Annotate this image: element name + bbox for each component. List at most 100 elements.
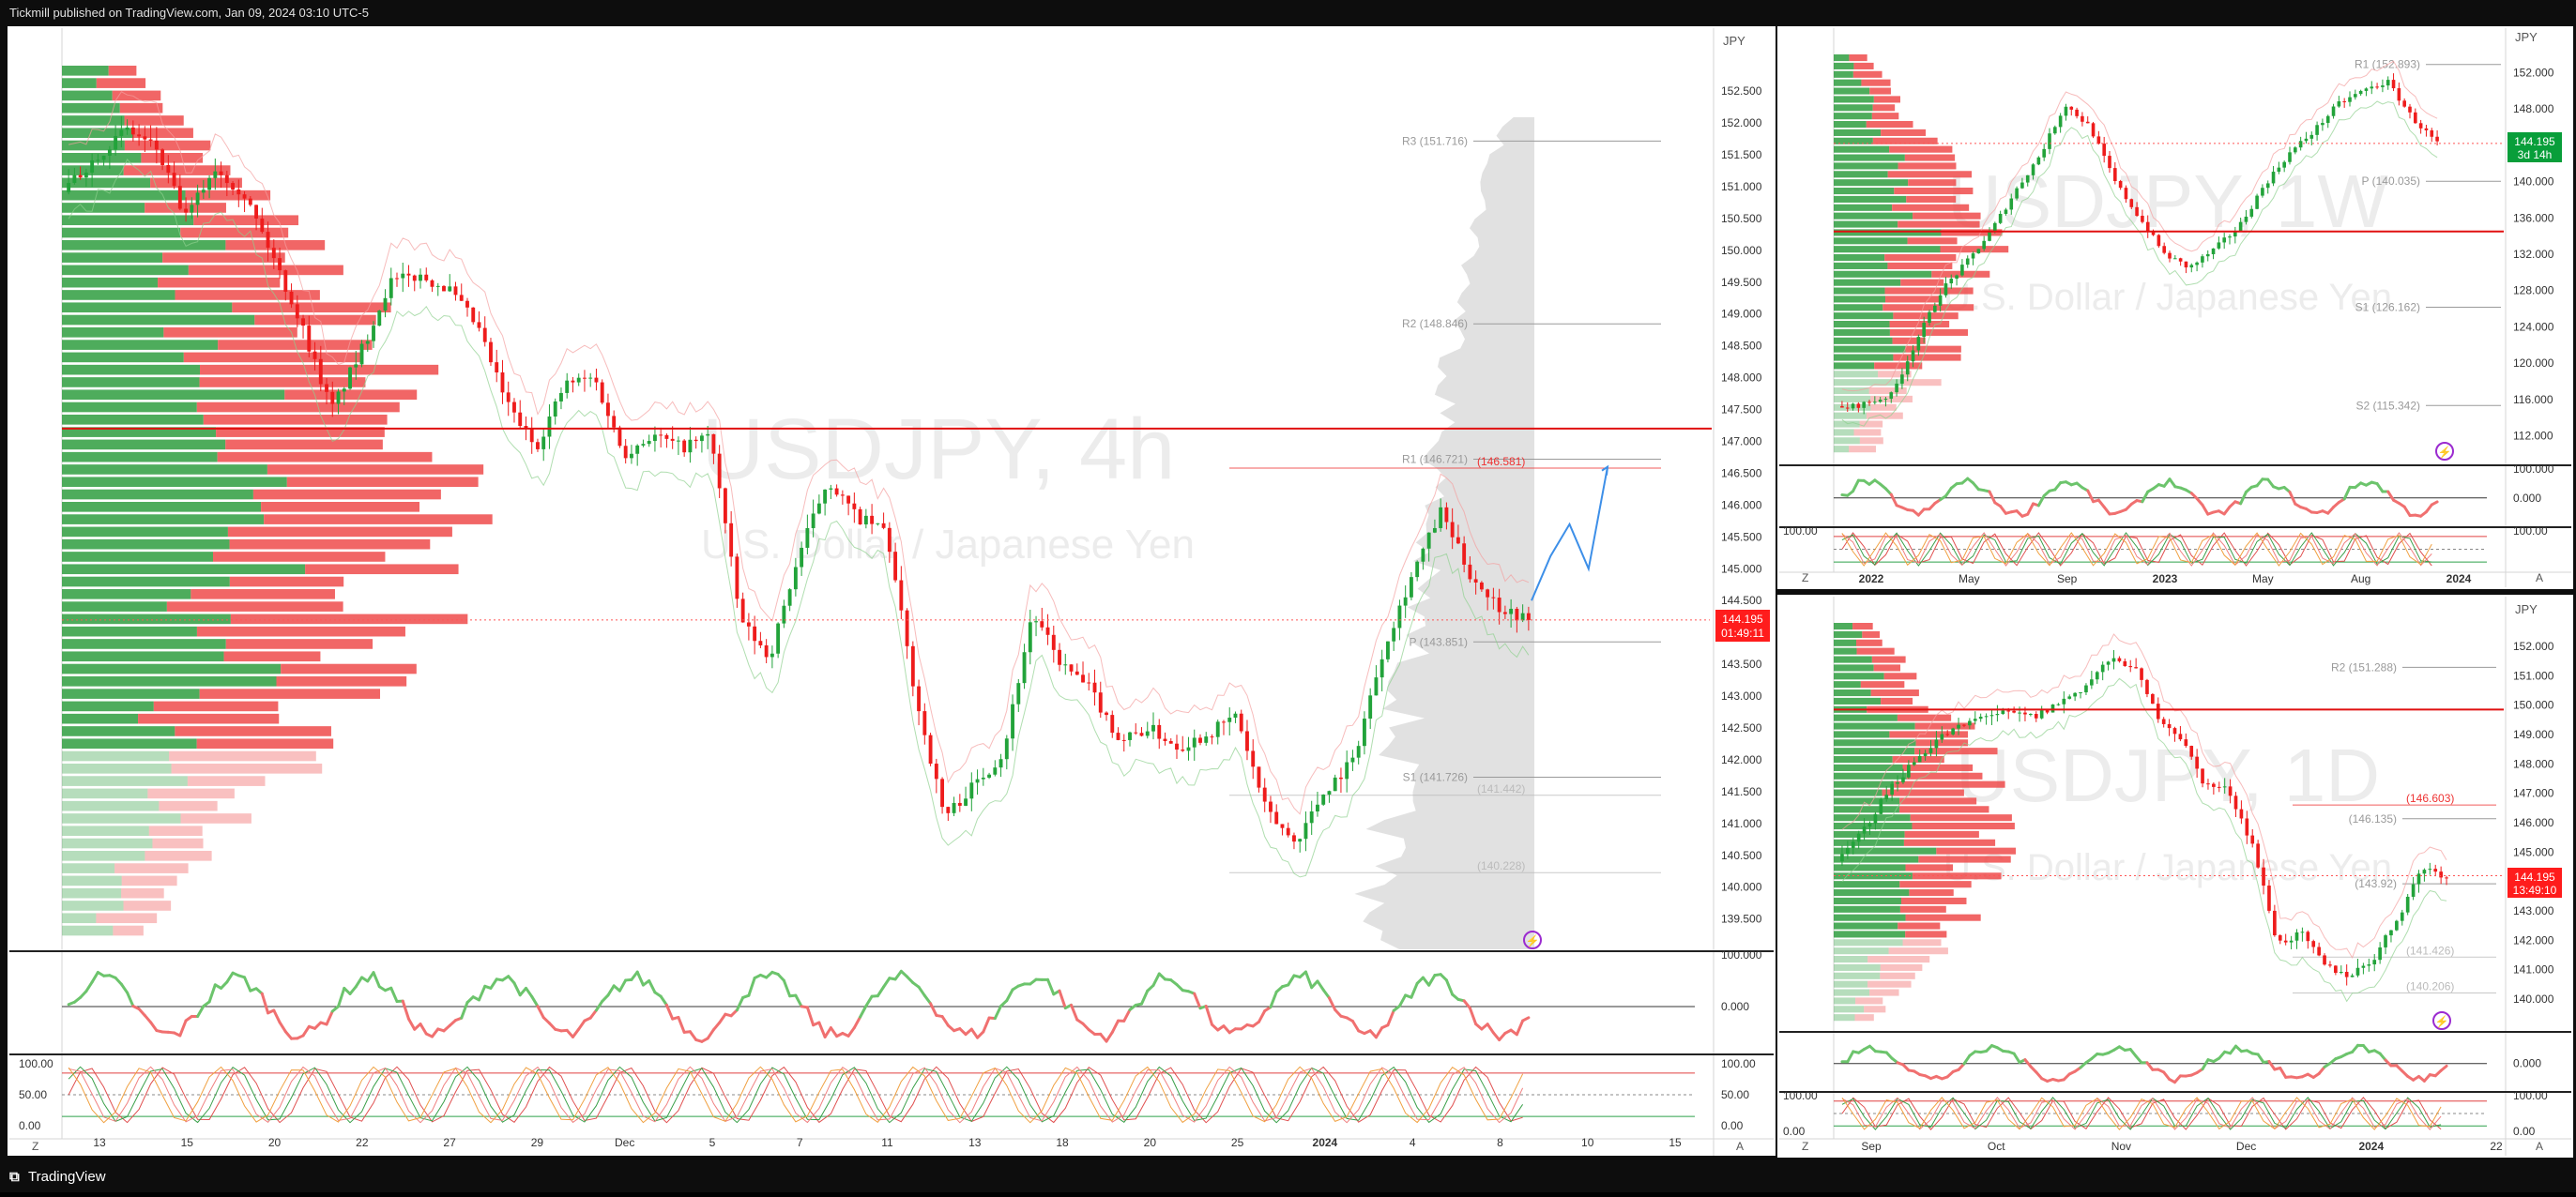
volume-profile-bar-up: [1834, 379, 1903, 386]
volume-profile-bar-up: [1834, 162, 1898, 169]
volume-profile-bar-up: [1834, 221, 1898, 228]
candle-body: [330, 392, 334, 404]
candle-body: [911, 646, 915, 687]
daily-axis-a-button[interactable]: A: [2536, 1140, 2543, 1153]
volume-profile-bar-up: [1834, 179, 1908, 186]
level-label: (146.581): [1477, 455, 1525, 468]
volume-profile-bar-up: [1834, 881, 1899, 887]
candle-body: [2073, 693, 2077, 697]
candle-body: [800, 548, 803, 568]
candle-body: [2206, 254, 2210, 256]
oscillator-tick-label: 0.000: [2513, 1057, 2541, 1070]
volume-profile-bar-down: [159, 801, 217, 811]
candle-body: [606, 402, 610, 416]
candle-body: [2157, 235, 2161, 247]
volume-profile-bar-up: [62, 203, 145, 213]
candle-body: [2309, 135, 2313, 139]
tradingview-brand[interactable]: TradingView: [28, 1169, 106, 1185]
candle-body: [846, 495, 850, 503]
candle-body: [1433, 528, 1437, 533]
weekly-lightning-icon[interactable]: ⚡: [2436, 443, 2453, 460]
candle-body: [1397, 606, 1401, 629]
candle-body: [126, 128, 130, 130]
daily-axis-z-button[interactable]: Z: [1802, 1140, 1808, 1153]
volume-profile-bar-down: [1869, 387, 1907, 394]
volume-profile-bar-up: [62, 78, 97, 88]
candle-body: [1944, 283, 1948, 295]
candle-body: [1874, 814, 1878, 824]
candle-body: [1404, 598, 1408, 606]
candle-body: [1374, 677, 1378, 695]
volume-profile-bar-up: [62, 601, 167, 612]
stochastic-tick-label: 0.00: [1721, 1119, 1744, 1132]
candle-body: [2365, 88, 2369, 91]
candle-body: [225, 175, 229, 183]
candle-body: [190, 205, 193, 212]
volume-profile-bar-up: [62, 190, 186, 201]
volume-profile-bar-down: [1905, 864, 1953, 871]
volume-profile-bar-down: [1889, 146, 1952, 153]
pivot-label: (146.135): [2349, 812, 2397, 826]
candle-body: [1456, 538, 1460, 544]
volume-profile-bar-up: [1834, 329, 1890, 336]
candle-body: [565, 381, 569, 393]
volume-profile-bar-up: [1834, 673, 1884, 679]
candle-body: [1099, 692, 1103, 712]
candle-body: [2173, 258, 2177, 259]
time-tick-label: 25: [1231, 1136, 1244, 1149]
candle-body: [823, 490, 827, 504]
volume-profile-bar-up: [62, 564, 305, 574]
candle-body: [899, 581, 903, 611]
candle-body: [2334, 965, 2338, 973]
price-tick-label: 120.000: [2513, 356, 2554, 370]
candle-body: [841, 494, 845, 495]
candle-body: [987, 775, 991, 778]
candle-body: [155, 141, 159, 149]
candle-body: [460, 295, 464, 300]
candle-body: [1198, 737, 1202, 742]
candle-body: [2212, 249, 2216, 254]
price-tick-label: 142.000: [1721, 753, 1762, 766]
volume-profile-bar-down: [1894, 781, 2004, 788]
pivot-label: S1 (126.162): [2355, 301, 2420, 314]
pivot-label: S2 (115.342): [2356, 399, 2421, 412]
main-axis-z-button[interactable]: Z: [32, 1140, 38, 1153]
volume-profile-bar-up: [1834, 304, 1882, 311]
candle-body: [1421, 549, 1425, 562]
weekly-axis-z-button[interactable]: Z: [1802, 571, 1808, 584]
time-tick-label: 27: [443, 1136, 456, 1149]
volume-profile-bar-up: [62, 365, 200, 375]
volume-profile-bar-up: [1834, 229, 1941, 235]
volume-profile-bar-down: [188, 776, 266, 786]
main-watermark-symbol: USDJPY, 4h: [702, 402, 1176, 497]
candle-body: [1151, 725, 1155, 732]
candle-body: [2435, 137, 2439, 142]
price-tick-label: 140.000: [2513, 175, 2554, 189]
candle-body: [753, 627, 756, 641]
main-lightning-icon[interactable]: ⚡: [1524, 932, 1541, 948]
candle-body: [354, 364, 358, 367]
candle-body: [1474, 579, 1478, 583]
weekly-last-price-label: 144.195 3d 14h: [2507, 132, 2562, 162]
main-chart-pane[interactable]: USDJPY, 4h U.S. Dollar / Japanese Yen JP…: [8, 26, 1776, 1156]
weekly-chart-pane[interactable]: USDJPY, 1W U.S. Dollar / Japanese Yen JP…: [1777, 26, 2573, 589]
candle-body: [2206, 783, 2210, 784]
main-axis-a-button[interactable]: A: [1736, 1140, 1744, 1153]
candle-body: [2250, 836, 2254, 844]
candle-body: [2018, 713, 2021, 714]
daily-lightning-icon[interactable]: ⚡: [2433, 1012, 2450, 1029]
time-tick-label: Dec: [2236, 1140, 2256, 1153]
stochastic-left-tick-label: 0.00: [19, 1119, 41, 1132]
main-countdown: 01:49:11: [1721, 627, 1764, 640]
time-tick-label: 15: [1669, 1136, 1682, 1149]
daily-chart-pane[interactable]: USDJPY, 1D U.S. Dollar / Japanese Yen JP…: [1777, 595, 2573, 1158]
candle-body: [2406, 897, 2410, 913]
time-tick-label: 18: [1056, 1136, 1069, 1149]
weekly-axis-a-button[interactable]: A: [2536, 571, 2543, 584]
candle-body: [601, 383, 604, 403]
candle-body: [2284, 941, 2288, 943]
volume-profile-bar-up: [1834, 781, 1894, 788]
candle-body: [1462, 543, 1466, 565]
candle-body: [442, 286, 446, 292]
